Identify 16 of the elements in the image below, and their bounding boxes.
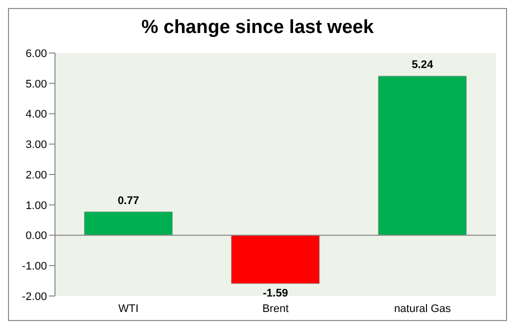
data-label: -1.59 xyxy=(262,288,288,300)
data-label: 5.24 xyxy=(412,59,434,72)
y-tick-label: -1.00 xyxy=(22,260,47,273)
x-tick-label: WTI xyxy=(118,302,139,315)
y-tick-label: 5.00 xyxy=(26,78,47,90)
x-tick-label: natural Gas xyxy=(394,302,452,315)
y-tick-label: 3.00 xyxy=(26,139,47,152)
x-tick-label: Brent xyxy=(262,302,289,315)
chart-title: % change since last week xyxy=(140,16,375,40)
y-tick-label: 1.00 xyxy=(26,200,47,212)
y-tick-label: 6.00 xyxy=(26,48,47,60)
y-tick-label: 4.00 xyxy=(26,108,47,121)
y-tick-label: -2.00 xyxy=(22,290,47,303)
y-tick-label: 0.00 xyxy=(26,230,47,242)
y-tick-label: 2.00 xyxy=(26,169,47,182)
data-label: 0.77 xyxy=(118,194,140,207)
